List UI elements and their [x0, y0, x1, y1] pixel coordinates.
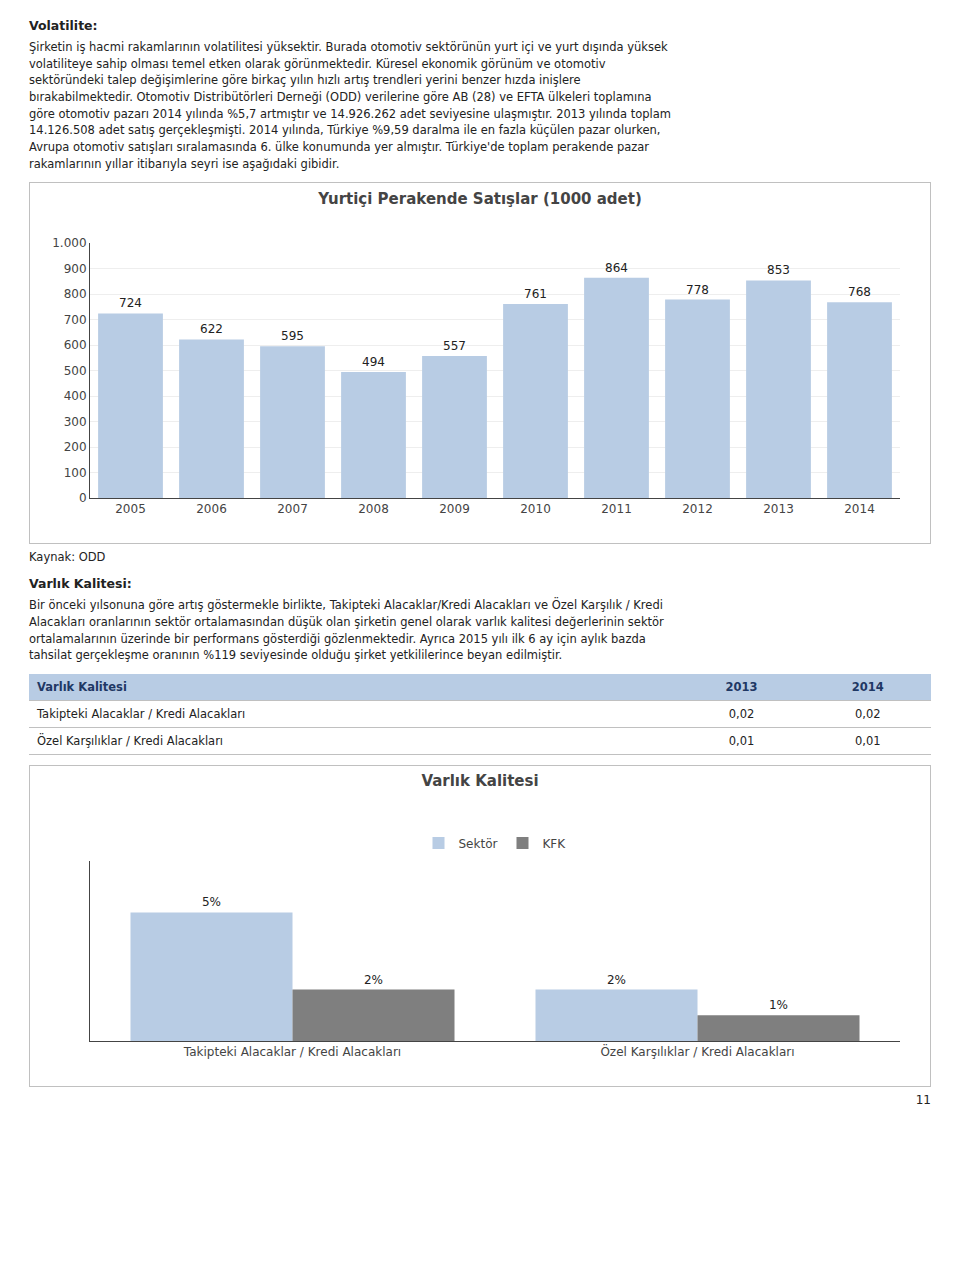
html-text:Varlık Kalitesi: Varlık Kalitesi	[37, 680, 127, 695]
svg-text:2010: 2010	[520, 503, 551, 517]
svg-text:724: 724	[119, 297, 142, 311]
html-text:0,02: 0,02	[855, 707, 881, 722]
svg-text:768: 768	[848, 286, 871, 300]
svg-text:800: 800	[64, 288, 87, 302]
svg-text:Varlık Kalitesi: Varlık Kalitesi	[421, 772, 538, 790]
svg-text:400: 400	[64, 390, 87, 404]
svg-text:1.000: 1.000	[52, 237, 86, 251]
html-text:Bir önceki yılsonuna göre artı: Bir önceki yılsonuna göre artış gösterme…	[29, 598, 664, 663]
svg-text:600: 600	[64, 339, 87, 353]
svg-text:2013: 2013	[763, 503, 794, 517]
svg-text:595: 595	[281, 330, 304, 344]
svg-text:494: 494	[362, 355, 385, 369]
svg-text:Özel Karşılıklar / Kredi Alaca: Özel Karşılıklar / Kredi Alacakları	[600, 1043, 794, 1059]
html-text:2014: 2014	[851, 680, 884, 695]
html-text:0,01: 0,01	[855, 734, 881, 749]
svg-text:2012: 2012	[682, 503, 713, 517]
svg-text:900: 900	[64, 262, 87, 276]
html-text:Özel Karşılıklar / Kredi Alaca: Özel Karşılıklar / Kredi Alacakları	[37, 734, 224, 749]
svg-text:622: 622	[200, 323, 223, 337]
svg-text:100: 100	[64, 466, 87, 480]
html-text:Kaynak: ODD: Kaynak: ODD	[29, 550, 106, 565]
svg-text:200: 200	[64, 441, 87, 455]
svg-text:2014: 2014	[844, 503, 875, 517]
svg-text:2%: 2%	[607, 973, 626, 987]
svg-text:Yurtiçi Perakende Satışlar (10: Yurtiçi Perakende Satışlar (1000 adet)	[317, 191, 642, 209]
html-text:11: 11	[915, 1093, 931, 1108]
svg-text:2006: 2006	[196, 503, 227, 517]
svg-text:5%: 5%	[202, 895, 221, 909]
svg-text:300: 300	[64, 415, 87, 429]
svg-text:778: 778	[686, 283, 709, 297]
svg-text:1%: 1%	[769, 998, 788, 1012]
svg-text:2007: 2007	[277, 503, 308, 517]
svg-text:KFK: KFK	[542, 837, 566, 851]
html-text:Varlık Kalitesi:: Varlık Kalitesi:	[29, 576, 132, 592]
html-text:0,02: 0,02	[728, 707, 755, 722]
svg-text:761: 761	[524, 287, 547, 301]
html-text:Şirketin iş hacmi rakamlarının: Şirketin iş hacmi rakamlarının volatilit…	[29, 40, 671, 171]
svg-text:864: 864	[605, 261, 628, 275]
html-text:Takipteki Alacaklar / Kredi Al: Takipteki Alacaklar / Kredi Alacakları	[37, 707, 246, 722]
svg-text:2009: 2009	[439, 503, 470, 517]
svg-text:2008: 2008	[358, 503, 389, 517]
svg-text:557: 557	[443, 339, 466, 353]
svg-text:500: 500	[64, 364, 87, 378]
svg-text:2%: 2%	[364, 973, 383, 987]
html-text:2013: 2013	[725, 680, 758, 695]
svg-text:2011: 2011	[601, 503, 632, 517]
html-text:0,01: 0,01	[728, 734, 755, 749]
svg-text:Sektör: Sektör	[459, 837, 498, 851]
svg-text:0: 0	[79, 492, 87, 506]
svg-text:700: 700	[64, 313, 87, 327]
svg-text:Takipteki Alacaklar / Kredi Al: Takipteki Alacaklar / Kredi Alacakları	[183, 1045, 401, 1059]
svg-text:2005: 2005	[115, 503, 146, 517]
svg-text:853: 853	[767, 264, 790, 278]
html-text:Volatilite:: Volatilite:	[29, 18, 98, 33]
